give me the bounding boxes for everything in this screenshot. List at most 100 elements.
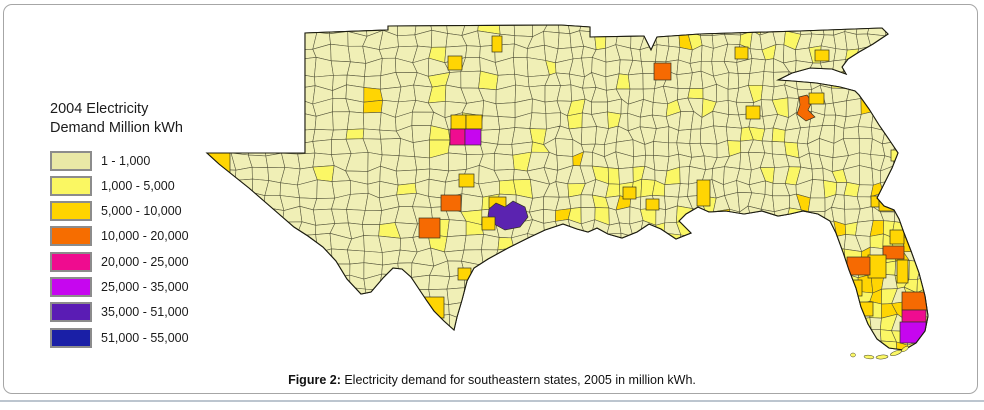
county-cell	[394, 331, 418, 345]
county-cell	[931, 166, 944, 185]
county-cell	[689, 128, 702, 144]
county-cell	[832, 100, 847, 118]
county-cell	[592, 260, 606, 276]
county-cell	[641, 317, 654, 333]
county-cell	[728, 327, 742, 344]
county-cell	[395, 356, 417, 373]
county-cell	[771, 141, 787, 156]
county-cell	[558, 303, 574, 321]
county-cell	[796, 232, 813, 250]
county-cell	[811, 221, 826, 240]
county-cell	[689, 246, 704, 265]
county-cell	[346, 249, 365, 265]
county-cell	[300, 260, 319, 279]
county-cell	[363, 112, 382, 131]
legend-items: 1 - 1,000 1,000 - 5,000 5,000 - 10,000 10,0…	[50, 150, 260, 348]
county-cell	[262, 70, 285, 90]
county-cell	[297, 85, 316, 105]
county-cell	[689, 355, 706, 373]
county-cell	[397, 262, 413, 278]
county-cell	[217, 355, 232, 372]
county-cell	[785, 287, 799, 304]
county-cell	[904, 165, 921, 186]
county-cell	[606, 342, 621, 350]
county-cell	[213, 58, 234, 76]
county-cell	[773, 328, 790, 345]
county-cell	[797, 261, 812, 276]
county-cell	[416, 327, 432, 347]
county-cell	[615, 301, 632, 320]
county-cell	[917, 205, 928, 224]
county-cell	[797, 273, 813, 292]
county-cell	[868, 45, 882, 62]
county-cell	[640, 306, 658, 319]
county-cell	[279, 277, 302, 293]
county-cell	[760, 85, 775, 101]
county-cell	[397, 25, 417, 37]
county-cell	[807, 261, 824, 280]
county-cell	[617, 25, 632, 33]
county-cell	[725, 264, 742, 277]
county-cell	[927, 100, 928, 115]
county-cell	[364, 343, 384, 350]
page-divider	[0, 400, 984, 402]
county-cell	[689, 289, 704, 304]
county-cell	[479, 273, 497, 294]
county-cell	[361, 224, 381, 237]
county-cell	[737, 223, 753, 238]
county-cell	[591, 273, 608, 289]
county-cell	[346, 61, 367, 77]
county-cell	[463, 233, 484, 251]
county-cell	[710, 274, 729, 293]
county-cell	[785, 246, 798, 264]
county-cell	[216, 25, 237, 34]
county-cell	[313, 248, 333, 265]
county-cell	[640, 341, 656, 350]
county-cell	[381, 343, 396, 350]
county-cell	[396, 274, 413, 290]
county-cell	[279, 111, 303, 131]
county-cell	[771, 287, 787, 304]
county-cell	[297, 141, 316, 155]
county-cell	[463, 358, 484, 372]
county-cell	[699, 211, 715, 224]
county-cell	[412, 139, 430, 159]
county-cell	[810, 300, 826, 320]
county-cell	[895, 127, 909, 144]
county-cell	[350, 355, 367, 373]
county-cell	[247, 70, 265, 89]
county-cell	[807, 316, 826, 334]
county-cell	[735, 274, 753, 291]
county-cell	[463, 340, 481, 350]
gwinnett-county	[808, 92, 825, 105]
county-cell	[559, 236, 573, 252]
county-cell	[246, 43, 266, 64]
county-cell	[845, 48, 860, 60]
tarrant-county	[449, 128, 466, 146]
county-cell	[569, 343, 585, 350]
county-cell	[591, 287, 608, 306]
county-cell	[665, 275, 678, 293]
county-cell	[842, 57, 857, 72]
county-cell	[462, 287, 483, 304]
county-cell	[931, 356, 942, 374]
county-cell	[747, 205, 762, 225]
county-cell	[630, 288, 646, 307]
legend-swatch	[50, 201, 92, 222]
legend-item: 10,000 - 20,000	[50, 226, 260, 247]
county-cell	[495, 102, 516, 118]
county-cell	[312, 314, 335, 334]
county-cell	[760, 220, 777, 239]
county-cell	[265, 356, 285, 371]
denton-county	[450, 114, 467, 130]
florida-keys-island	[850, 352, 856, 358]
county-cell	[296, 276, 319, 293]
county-cell	[927, 303, 928, 318]
county-cell	[460, 70, 481, 89]
county-cell	[582, 248, 593, 266]
county-cell	[465, 45, 481, 58]
county-cell	[907, 178, 921, 199]
legend-item: 35,000 - 51,000	[50, 302, 260, 323]
florida-keys-island	[901, 346, 909, 352]
county-cell	[605, 25, 620, 36]
